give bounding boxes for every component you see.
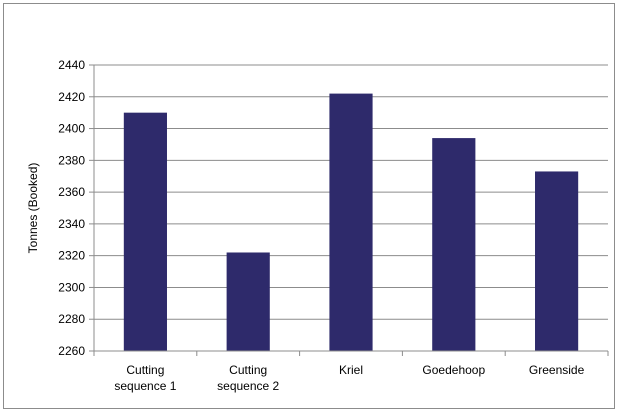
y-tick-label: 2300 [58,280,85,294]
bar [432,138,476,351]
x-tick-label: Goedehoop [422,363,485,377]
y-tick-label: 2400 [58,122,85,136]
y-axis-title: Tonnes (Booked) [26,163,40,254]
y-tick-label: 2280 [58,312,85,326]
y-tick-label: 2360 [58,185,85,199]
y-tick-label: 2380 [58,153,85,167]
axes [89,64,609,356]
bar [226,252,270,351]
y-tick-label: 2340 [58,217,85,231]
y-tick-label: 2440 [58,58,85,72]
y-tick-label: 2260 [58,344,85,358]
x-tick-label: Greenside [529,363,585,377]
bar [123,112,167,352]
x-tick-label: Cutting sequence 2 [217,363,279,393]
chart-frame [3,3,615,409]
y-tick-label: 2420 [58,90,85,104]
bar [329,93,373,351]
y-tick-label: 2320 [58,249,85,263]
y-tick-labels: 2260 2280 2300 2320 2340 2360 2380 2400 2420 2440 [58,58,85,358]
x-tick-label: Cutting sequence 1 [114,363,176,393]
x-tick-label: Kriel [339,363,363,377]
bars [123,93,579,352]
x-tick-labels: Cutting sequence 1 Cutting sequence 2 Kriel G… [114,363,584,393]
bar [535,171,579,351]
